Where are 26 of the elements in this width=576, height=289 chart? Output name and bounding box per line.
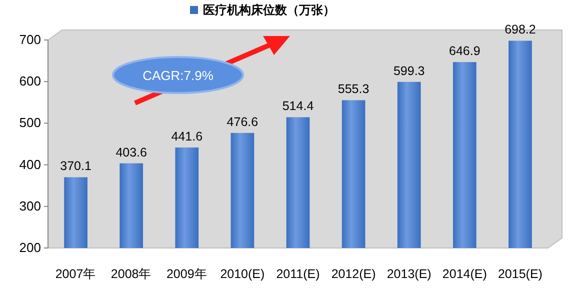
- data-label: 370.1: [60, 159, 92, 174]
- annotation: CAGR:7.9%: [142, 68, 214, 83]
- x-tick-label: 2012(E): [331, 267, 376, 281]
- data-label: 555.3: [338, 82, 370, 96]
- y-tick-label: 700: [19, 32, 41, 47]
- y-tick-label: 500: [19, 115, 41, 130]
- data-label: 403.6: [116, 145, 148, 160]
- x-tick-label: 2008年: [110, 267, 152, 281]
- legend-label: 医疗机构床位数（万张）: [203, 3, 335, 17]
- data-label: 599.3: [393, 64, 425, 78]
- x-tick-label: 2009年: [166, 267, 208, 281]
- x-tick-label: 2010(E): [220, 267, 265, 281]
- y-tick-label: 300: [19, 198, 41, 214]
- x-tick-label: 2015(E): [498, 267, 542, 281]
- x-tick-label: 2013(E): [386, 267, 432, 281]
- y-tick-label: 200: [19, 240, 41, 255]
- data-label: 698.2: [504, 22, 536, 37]
- data-label: 476.6: [226, 114, 258, 129]
- data-label: 441.6: [171, 129, 203, 144]
- x-tick-label: 2007年: [55, 267, 96, 281]
- y-tick-label: 400: [19, 156, 41, 172]
- y-tick-label: 600: [19, 74, 41, 89]
- x-tick-label: 2011(E): [276, 267, 320, 281]
- x-tick-label: 2014(E): [442, 267, 487, 281]
- data-label: 514.4: [282, 99, 314, 114]
- data-label: 646.9: [449, 44, 480, 58]
